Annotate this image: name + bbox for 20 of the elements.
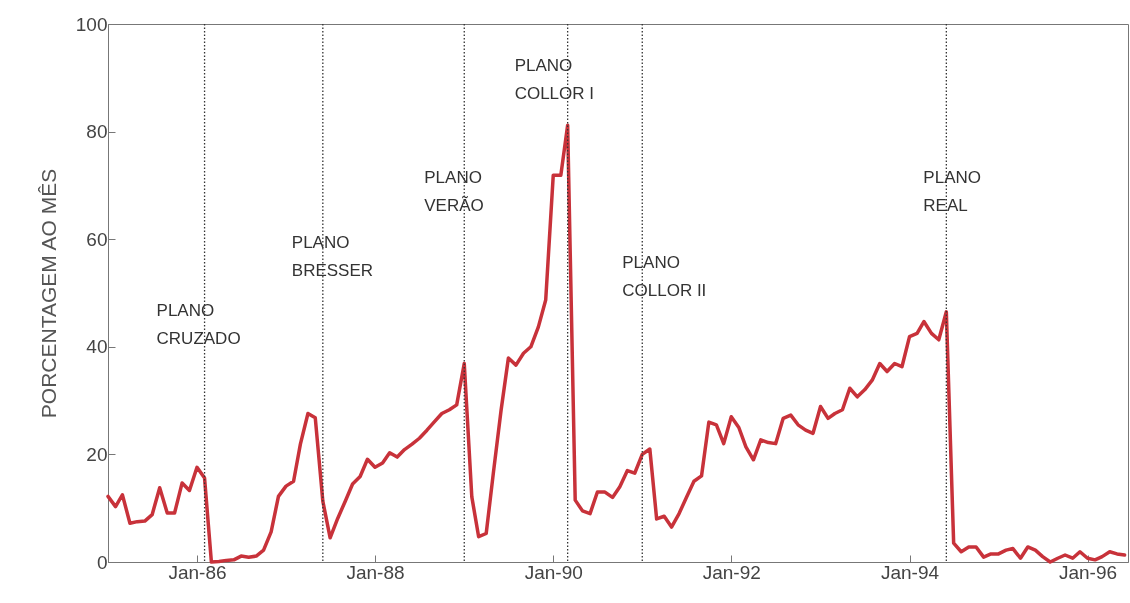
y-tick-label: 100 (75, 13, 108, 35)
x-tick-label: Jan-94 (880, 561, 940, 583)
ref-line-label: PLANO BRESSER (291, 233, 374, 280)
y-tick-label: 20 (86, 443, 108, 465)
ref-line-label: PLANO REAL (923, 168, 981, 215)
ref-line-label: PLANO CRUZADO (156, 301, 241, 348)
ref-line-label: PLANO VERÃO (424, 168, 484, 215)
y-tick-label: 60 (86, 228, 108, 250)
y-axis-title: PORCENTAGEM AO MÊS (36, 168, 60, 419)
ref-line-label: PLANO COLLOR II (622, 253, 707, 300)
x-tick-label: Jan-88 (346, 561, 405, 583)
y-tick-label: 80 (86, 121, 108, 143)
x-tick-label: Jan-96 (1058, 561, 1118, 583)
y-tick-label: 0 (96, 551, 108, 573)
line-series (106, 123, 1127, 564)
x-tick-label: Jan-92 (702, 561, 761, 583)
x-tick-label: Jan-86 (168, 561, 227, 583)
x-tick-label: Jan-90 (524, 561, 583, 583)
ref-line-label: PLANO COLLOR I (514, 56, 595, 103)
y-tick-label: 40 (86, 336, 108, 358)
